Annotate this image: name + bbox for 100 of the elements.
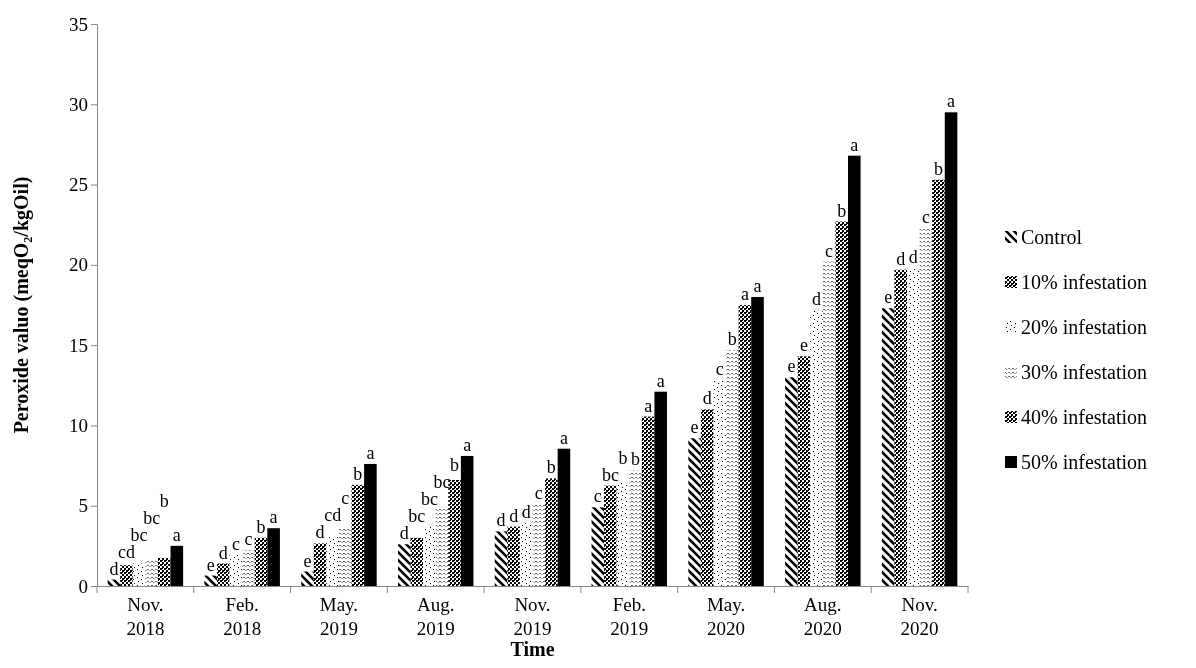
bar [629,470,642,586]
y-tick-label: 15 [69,334,88,356]
data-label: d [218,542,228,563]
x-tick-label: Nov. 2019 [513,594,552,639]
y-tick-label: 5 [78,495,88,517]
data-label: d [702,388,712,409]
bar [494,531,508,586]
x-axis-title: Time [510,638,555,660]
bar [338,529,352,586]
x-tick-label: Nov. 2018 [126,594,165,639]
bar [313,543,327,586]
data-label: b [933,158,943,179]
bar [301,571,314,586]
data-label: d [521,502,531,523]
data-label: b [353,463,363,484]
bar [738,305,752,586]
data-label: e [787,356,796,377]
legend-label: 40% infestation [1021,406,1148,428]
bar [351,484,365,586]
data-label: a [656,370,665,391]
data-label: e [690,417,699,438]
data-label: c [825,240,834,261]
bar [848,155,861,586]
bar [616,483,630,586]
bar [326,536,339,586]
bar [785,377,798,586]
bar [654,391,668,586]
legend-label: 20% infestation [1021,316,1148,338]
data-label: a [740,284,749,304]
data-label: b [727,328,737,349]
data-label: e [303,550,312,571]
y-tick-label: 35 [69,13,88,35]
data-label: a [947,91,956,112]
data-label: d [109,558,119,579]
data-label: a [753,275,762,296]
data-label: d [399,523,409,544]
bar [822,261,836,586]
data-label: a [463,434,472,455]
bar [591,507,605,586]
y-tick-label: 25 [69,174,88,196]
data-label: b [159,490,169,511]
bar [557,448,571,586]
bar [810,309,823,586]
bar [751,296,764,586]
bar [229,554,243,586]
data-label: b [546,457,556,478]
data-label: a [172,524,181,545]
y-tick-label: 30 [69,93,88,115]
data-label: a [850,134,859,155]
data-label: b [631,449,641,470]
bar [364,463,377,586]
bar [835,221,848,586]
bar [157,557,171,586]
bar [145,560,158,586]
bar [204,575,217,586]
bar [120,565,133,586]
data-label: d [315,522,325,543]
bar [448,480,461,586]
data-label: c [921,206,930,227]
bar [881,308,895,586]
data-label: c [593,486,602,507]
x-tick-label: Feb. 2019 [610,594,649,639]
data-label: c [341,488,350,509]
data-label: d [908,247,918,268]
bar [604,485,617,586]
x-tick-label: Feb. 2018 [223,594,262,639]
bar [460,455,474,586]
x-tick-label: May. 2019 [319,594,359,639]
bar [797,356,811,586]
bar [132,563,146,586]
bar [688,438,701,586]
data-label: b [256,516,266,537]
data-label: b [837,200,847,221]
data-label: e [884,287,893,308]
data-label: b [618,447,628,468]
data-label: c [244,528,253,549]
y-tick-label: 0 [78,575,88,597]
x-tick-label: May. 2020 [706,594,746,639]
bar [944,112,958,586]
legend-label: 10% infestation [1021,271,1148,293]
bar [397,544,411,586]
y-axis-title: Peroxide valuo (meqO₂/kgOil) [10,176,33,434]
y-tick-label: 10 [69,415,88,437]
legend-label: 30% infestation [1021,361,1148,383]
bar [254,537,268,586]
data-label: a [269,507,278,528]
bar [242,549,255,586]
data-label: cd [324,505,342,526]
data-label: a [559,427,568,448]
bar [932,179,945,586]
data-label: c [534,483,543,504]
data-label: e [206,554,215,575]
data-label: d [812,288,822,309]
data-label: bc [601,464,619,485]
x-tick-label: Aug. 2019 [416,594,455,639]
data-label: a [644,395,653,416]
x-tick-label: Nov. 2020 [900,594,939,639]
x-tick-label: Aug. 2020 [803,594,842,639]
bar [641,416,655,586]
y-tick-label: 20 [69,254,88,276]
